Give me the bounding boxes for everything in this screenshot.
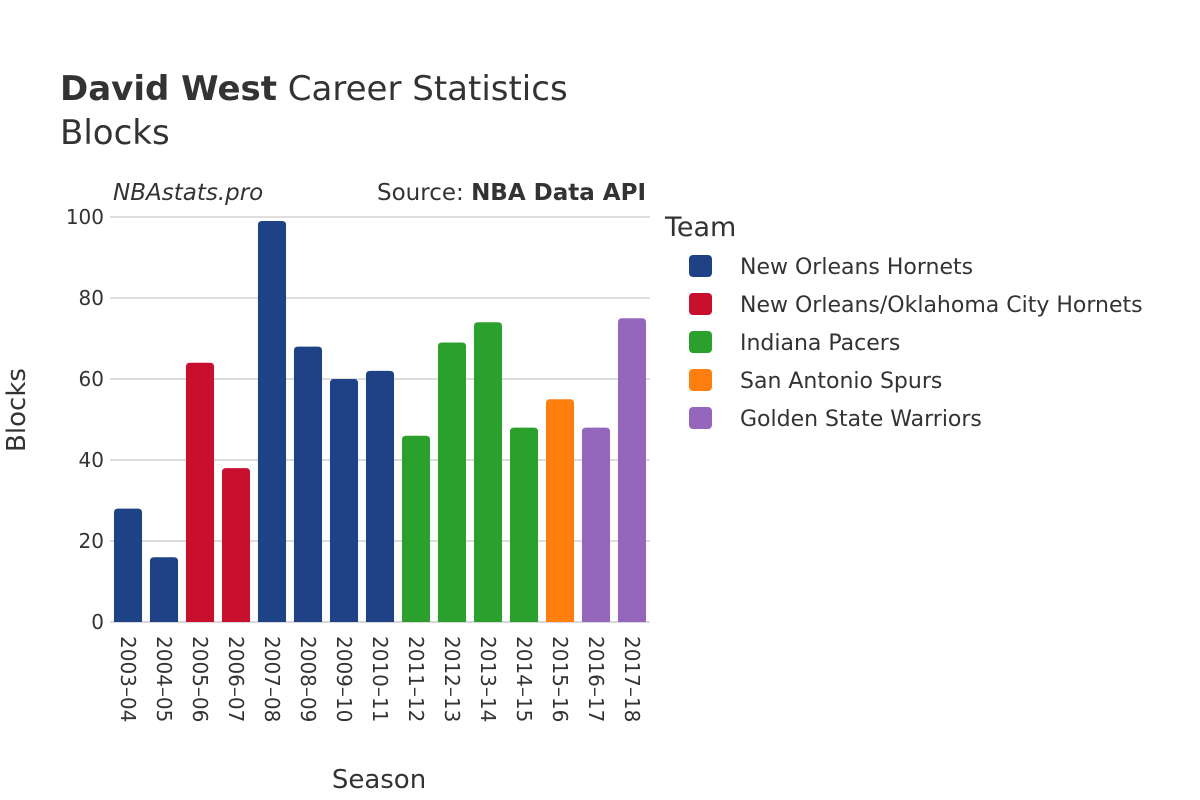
bar-2007–08 (257, 221, 287, 623)
x-tick-label: 2011–12 (404, 636, 428, 722)
y-tick-label: 40 (79, 448, 104, 472)
y-axis-title: Blocks (2, 368, 32, 452)
x-axis-title: Season (332, 765, 426, 795)
legend-swatch (689, 407, 712, 429)
bar-2017–18 (617, 318, 647, 622)
bar-2016–17 (581, 427, 611, 622)
x-tick-label: 2005–06 (188, 636, 212, 722)
x-tick-label: 2010–11 (368, 636, 392, 722)
legend-item-label: San Antonio Spurs (740, 369, 942, 394)
x-tick-label: 2009–10 (332, 636, 356, 722)
bar-2006–07 (221, 468, 251, 622)
source-name: NBA Data API (471, 180, 646, 206)
bar-2011–12 (401, 435, 431, 622)
x-tick-label: 2015–16 (548, 636, 572, 722)
chart-title-player: David West (60, 69, 277, 109)
x-tick-label: 2017–18 (620, 636, 644, 722)
x-tick-label: 2006–07 (224, 636, 248, 722)
legend: Team New Orleans Hornets New Orleans/Okla… (664, 212, 1143, 432)
watermark-text: NBAstats.pro (113, 180, 263, 206)
x-tick-label: 2016–17 (584, 636, 608, 722)
bar-2015–16 (545, 399, 575, 622)
y-tick-label: 80 (79, 286, 104, 310)
bar-2010–11 (365, 370, 395, 622)
y-axis-ticks: 0 20 40 60 80 100 (66, 205, 104, 634)
legend-swatch (689, 369, 712, 391)
legend-item-label: New Orleans Hornets (740, 255, 973, 280)
bar-2012–13 (437, 342, 467, 622)
x-tick-label: 2007–08 (260, 636, 284, 722)
y-tick-label: 60 (79, 367, 104, 391)
bar-2005–06 (185, 362, 215, 622)
source-text: Source: NBA Data API (377, 180, 646, 206)
chart-subtitle: Blocks (60, 113, 170, 153)
bars (113, 221, 647, 623)
x-tick-label: 2008–09 (296, 636, 320, 722)
bar-2009–10 (329, 379, 359, 622)
source-prefix: Source: (377, 180, 471, 206)
y-tick-label: 100 (66, 205, 104, 229)
legend-swatch (689, 293, 712, 315)
x-tick-label: 2004–05 (152, 636, 176, 722)
chart-title: David West Career Statistics (60, 69, 568, 109)
chart-title-rest: Career Statistics (277, 69, 568, 109)
legend-swatch (689, 331, 712, 353)
legend-item-label: Indiana Pacers (740, 331, 900, 356)
x-axis-ticks: 2003–04 2004–05 2005–06 2006–07 2007–08 2008–… (116, 636, 644, 722)
x-tick-label: 2014–15 (512, 636, 536, 722)
legend-item-label: New Orleans/Oklahoma City Hornets (740, 293, 1143, 318)
bar-2014–15 (509, 427, 539, 622)
x-tick-label: 2012–13 (440, 636, 464, 722)
bar-2004–05 (149, 557, 179, 622)
bar-2008–09 (293, 346, 323, 622)
x-tick-label: 2013–14 (476, 636, 500, 722)
bar-2013–14 (473, 322, 503, 622)
legend-swatch (689, 255, 712, 277)
bar-2003–04 (113, 508, 143, 622)
y-tick-label: 20 (79, 529, 104, 553)
legend-title: Team (664, 212, 736, 243)
y-tick-label: 0 (91, 610, 104, 634)
x-tick-label: 2003–04 (116, 636, 140, 722)
legend-item-label: Golden State Warriors (740, 407, 982, 432)
